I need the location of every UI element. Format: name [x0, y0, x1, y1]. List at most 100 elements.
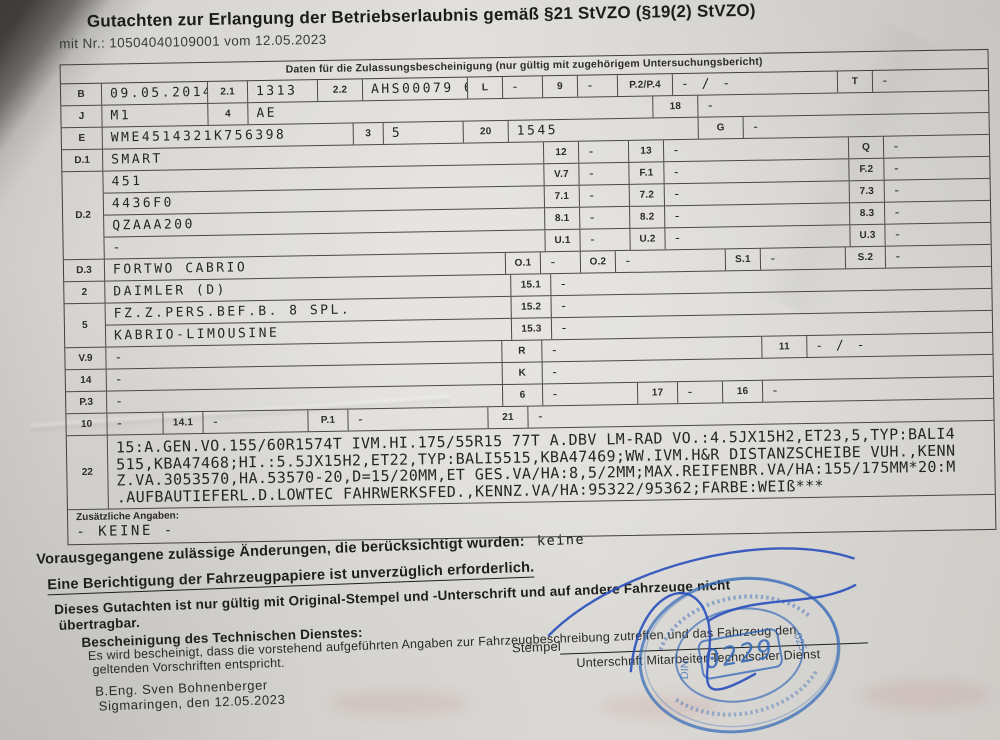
table-cell-text: 15:A.GEN.VO.155/60R1574T IVM.HI.175/55R1… — [115, 424, 956, 506]
field-label: 7.2 — [628, 184, 664, 206]
field-label: F.1 — [628, 162, 664, 184]
field-value: - — [541, 336, 762, 362]
field-label: U.3 — [849, 224, 885, 247]
field-value: - — [614, 249, 726, 273]
field-value: M1 — [110, 108, 132, 124]
field-label: 15.3 — [510, 318, 552, 340]
stamp-graphic: 0229 DIN 025 — [547, 547, 857, 734]
field-value: - — [578, 162, 629, 185]
row-label: J — [61, 105, 103, 128]
field-value: - — [578, 184, 629, 207]
field-value: WME4514321K756398 — [110, 127, 287, 146]
field-value: - — [501, 76, 543, 99]
photo-corner-shadow — [0, 0, 190, 220]
field-value: - — [676, 381, 723, 404]
row-label: 2 — [64, 281, 106, 304]
field-label: 16 — [721, 380, 763, 403]
field-label: 15.2 — [510, 296, 551, 318]
field-label: 12 — [542, 141, 579, 164]
field-value: - — [884, 244, 991, 268]
field-label: O.1 — [504, 252, 541, 274]
row-label: P.3 — [66, 391, 108, 414]
field-label: F.2 — [848, 158, 884, 181]
field-value: 1545 — [507, 117, 698, 142]
field-label: 8.3 — [848, 202, 885, 225]
row-label: 22 — [66, 435, 109, 510]
signature-stroke — [547, 547, 857, 691]
field-value: - — [541, 382, 638, 406]
field-label: 8.1 — [544, 207, 580, 230]
field-label: Q — [847, 136, 884, 159]
field-label: R — [501, 340, 542, 363]
row-label: D.2 — [62, 171, 105, 260]
field-value: - / - — [671, 71, 838, 96]
stamp-fragment-right: 025 — [791, 631, 809, 652]
field-value: - — [871, 68, 988, 92]
field-value: 09.05.2014 — [109, 84, 208, 102]
field-value: - — [884, 222, 990, 246]
reg-table-body: B 09.05.2014 2.1 1313 2.2 AHS00079 6 L -9- P.2/P… — [60, 68, 995, 510]
table-band-D.2: D.2 451 V.7- F.1- F.2-4436F0 7.1-7.2-7.3- QZAA… — [62, 155, 991, 260]
field-value: AHS00079 6 — [361, 77, 468, 101]
document-title: Gutachten zur Erlangung der Betriebserla… — [86, 0, 756, 31]
field-value: - — [539, 251, 581, 274]
field-value: - — [759, 247, 846, 270]
field-value: - — [579, 206, 630, 229]
field-label: K — [501, 362, 542, 385]
validity-notice-line2: übertragbar. — [58, 615, 141, 633]
previous-changes-value: keine — [536, 531, 586, 550]
document-number-line: mit Nr.: 10504040109001 vom 12.05.2023 — [59, 31, 327, 52]
row-label: 10 — [66, 413, 108, 436]
row-label: D.3 — [63, 259, 106, 282]
field-value: 5 — [382, 121, 463, 144]
ink-bleed-smudge — [860, 680, 990, 710]
row-label: V.9 — [65, 347, 107, 370]
field-label: 15.1 — [510, 274, 551, 296]
official-stamp: 0229 DIN 025 — [547, 538, 881, 740]
registration-data-table: Daten für die Zulassungsbescheinigung (n… — [59, 48, 997, 546]
field-value: - — [577, 140, 629, 163]
field-value: - / - — [806, 332, 992, 357]
field-value: - — [115, 416, 126, 432]
field-label: L — [466, 77, 503, 99]
stamp-label: Stempel — [511, 638, 562, 656]
field-label: 6 — [501, 384, 543, 407]
field-label: 8.2 — [629, 206, 665, 228]
row-label: 14 — [65, 369, 107, 392]
field-value: - — [347, 407, 488, 431]
field-label: P.2/P.4 — [616, 74, 673, 97]
field-label: S.2 — [844, 246, 886, 269]
field-label: 7.1 — [543, 185, 580, 208]
row-label: E — [61, 127, 103, 150]
field-value: - — [576, 75, 618, 97]
field-label: 11 — [761, 335, 807, 358]
field-value: - — [579, 228, 630, 251]
row-label: D.1 — [61, 149, 104, 172]
field-label: 7.3 — [848, 180, 884, 203]
ink-bleed-smudge — [330, 690, 470, 716]
field-label: 14.1 — [162, 412, 203, 434]
field-label: 2.1 — [206, 81, 248, 103]
stamp-fragment-left: DIN — [679, 660, 692, 679]
row-label: 5 — [64, 303, 107, 348]
field-label: 2.2 — [316, 79, 363, 102]
field-label: 4 — [207, 103, 248, 125]
row-label: B — [60, 83, 103, 106]
field-label: U.2 — [629, 228, 665, 250]
field-value: - — [202, 410, 308, 434]
table-row: 15:A.GEN.VO.155/60R1574T IVM.HI.175/55R1… — [108, 421, 995, 509]
field-value: - — [882, 134, 989, 158]
field-value: - — [742, 112, 988, 139]
field-label: 3 — [352, 122, 383, 145]
field-label: 20 — [462, 120, 508, 143]
field-value: 1313 — [246, 80, 318, 103]
field-value: - — [883, 200, 990, 224]
field-label: G — [697, 117, 743, 139]
field-label: T — [836, 70, 873, 93]
field-value: - — [664, 225, 850, 250]
field-label: 18 — [652, 95, 698, 118]
field-label: 9 — [541, 75, 578, 98]
field-value: - — [883, 178, 989, 202]
field-label: 21 — [487, 406, 528, 429]
